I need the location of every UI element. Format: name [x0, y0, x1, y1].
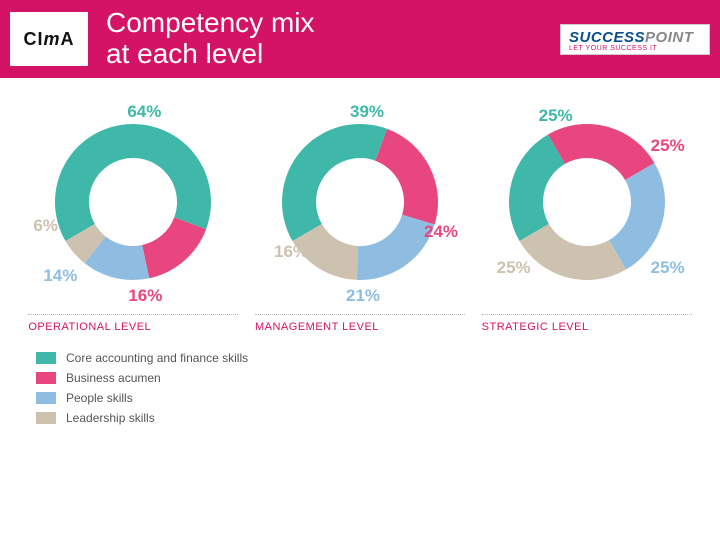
legend-text: Leadership skills [66, 411, 155, 425]
level-label: OPERATIONAL LEVEL [28, 314, 238, 333]
legend-swatch-leadership [36, 412, 56, 424]
chart-column-0: 64% 16% 14% 6% OPERATIONAL LEVEL [28, 102, 238, 333]
legend-row-business: Business acumen [36, 371, 720, 385]
slice-label-business: 25% [651, 136, 685, 156]
slice-label-core: 64% [127, 102, 161, 122]
slice-label-leadership: 6% [33, 216, 58, 236]
legend-row-people: People skills [36, 391, 720, 405]
page-title: Competency mix at each level [106, 8, 315, 70]
legend-row-leadership: Leadership skills [36, 411, 720, 425]
title-line-2: at each level [106, 39, 315, 70]
donut-chart-2: 25% 25% 25% 25% [487, 102, 687, 302]
slice-label-core: 25% [539, 106, 573, 126]
slice-label-leadership: 25% [497, 258, 531, 278]
legend-text: Business acumen [66, 371, 161, 385]
slice-business [375, 129, 438, 225]
successpoint-logo: SUCCESSPOINT LET YOUR SUCCESS IT [560, 24, 710, 55]
slice-label-business: 16% [128, 286, 162, 306]
slice-label-people: 25% [651, 258, 685, 278]
slice-business [142, 217, 206, 278]
title-line-1: Competency mix [106, 8, 315, 39]
slice-core [509, 134, 565, 241]
legend-text: People skills [66, 391, 133, 405]
slice-label-people: 14% [43, 266, 77, 286]
slice-core [282, 124, 387, 241]
header-bar: CIMA Competency mix at each level SUCCES… [0, 0, 720, 78]
slice-leadership [519, 224, 626, 280]
level-label: MANAGEMENT LEVEL [255, 314, 465, 333]
charts-row: 64% 16% 14% 6% OPERATIONAL LEVEL 39% 24% 21% 16%… [0, 102, 720, 333]
level-label: STRATEGIC LEVEL [482, 314, 692, 333]
donut-chart-1: 39%24%21%16% [260, 102, 460, 302]
legend-row-core: Core accounting and finance skills [36, 351, 720, 365]
successpoint-main: SUCCESSPOINT [569, 29, 701, 46]
legend: Core accounting and finance skills Busine… [0, 351, 720, 425]
legend-swatch-core [36, 352, 56, 364]
legend-swatch-business [36, 372, 56, 384]
slice-label-core: 39% [350, 102, 384, 122]
legend-swatch-people [36, 392, 56, 404]
donut-chart-0: 64%16%14%6% [33, 102, 233, 302]
slice-label-people: 21% [346, 286, 380, 306]
cima-logo: CIMA [10, 12, 88, 66]
slice-business [548, 124, 655, 180]
chart-column-1: 39% 24% 21% 16% MANAGEMENT LEVEL [255, 102, 465, 333]
chart-column-2: 25% 25% 25% 25% STRATEGIC LEVEL [482, 102, 692, 333]
slice-label-leadership: 16% [274, 242, 308, 262]
legend-text: Core accounting and finance skills [66, 351, 248, 365]
cima-logo-text: CIMA [23, 29, 74, 50]
slice-label-business: 24% [424, 222, 458, 242]
successpoint-tagline: LET YOUR SUCCESS IT [569, 45, 701, 52]
slice-people [609, 163, 665, 270]
slice-people [357, 215, 435, 280]
